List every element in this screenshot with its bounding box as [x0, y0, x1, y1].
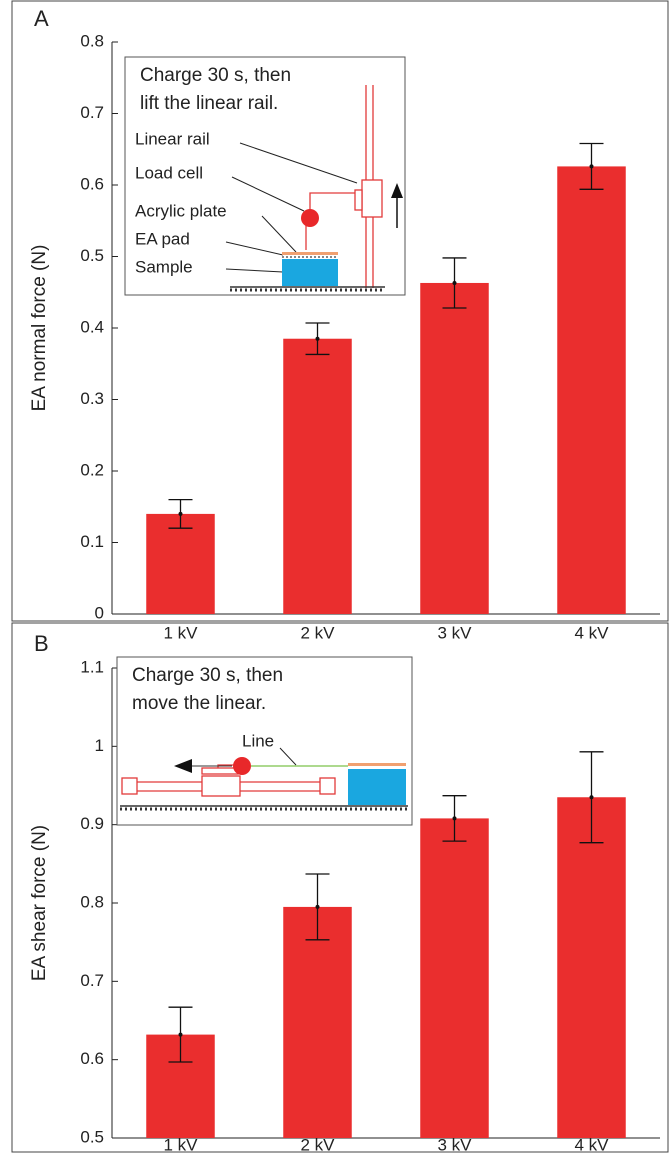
arrow-head: [391, 183, 403, 198]
x-tick-label: 2 kV: [300, 623, 335, 642]
y-tick-label: 0.5: [80, 1127, 104, 1146]
sample: [348, 769, 406, 805]
x-tick-label: 1 kV: [163, 1135, 198, 1153]
error-center: [315, 336, 320, 341]
load-cell: [233, 757, 251, 775]
error-center: [178, 511, 183, 516]
panel-label: B: [34, 631, 49, 656]
x-tick-label: 3 kV: [437, 623, 472, 642]
inset-frame: [124, 56, 406, 296]
x-tick-label: 2 kV: [300, 1135, 335, 1153]
y-tick-label: 0.8: [80, 892, 104, 911]
arrow-head: [174, 759, 192, 773]
y-tick-label: 0.7: [80, 971, 104, 990]
inset-label: Line: [242, 731, 274, 750]
y-tick-label: 0.5: [80, 246, 104, 265]
bar: [283, 338, 352, 614]
inset-text: Charge 30 s, then: [140, 65, 291, 86]
inset: Charge 30 s, then lift the linear rail. …: [124, 56, 406, 296]
bar: [420, 282, 489, 614]
leader-lines: [225, 142, 358, 273]
x-tick-label: 3 kV: [437, 1135, 472, 1153]
error-center: [589, 795, 594, 800]
x-tick-label: 4 kV: [574, 623, 609, 642]
plots: 0 0.1 0.2 0.3 0.4 0.5 0.6 0.7 0.8 1 kV 2 kV 3 kV 4 k…: [80, 31, 660, 1153]
y-axis-title: EA shear force (N): [29, 825, 50, 981]
bar: [146, 513, 215, 614]
inset-label: Sample: [135, 257, 193, 276]
bar: [283, 906, 352, 1138]
x-tick-label: 4 kV: [574, 1135, 609, 1153]
y-tick-label: 0.4: [80, 317, 104, 336]
bar: [557, 166, 626, 614]
sample: [282, 259, 338, 286]
panel-label: A: [34, 6, 49, 31]
y-axis-title: EA normal force (N): [29, 245, 50, 412]
y-tick-label: 0.6: [80, 1049, 104, 1068]
panel-frame: [11, 0, 669, 622]
error-center: [452, 280, 457, 285]
inset: Charge 30 s, then move the linear. Line: [116, 656, 413, 826]
panel-frame: [11, 622, 669, 1153]
bar: [557, 797, 626, 1138]
y-tick-label: 0.9: [80, 814, 104, 833]
y-tick-label: 0.6: [80, 174, 104, 193]
y-tick-label: 0: [95, 603, 104, 622]
ea-pad: [282, 252, 338, 255]
y-tick-label: 0.3: [80, 389, 104, 408]
y-tick-label: 1: [95, 736, 104, 755]
inset-label: Acrylic plate: [135, 201, 227, 220]
inset-text: lift the linear rail.: [140, 93, 278, 114]
bar: [420, 818, 489, 1138]
y-tick-label: 0.2: [80, 460, 104, 479]
error-center: [178, 1032, 183, 1037]
inset-label: Linear rail: [135, 129, 210, 148]
rail: [121, 764, 336, 797]
inset-label: EA pad: [135, 229, 190, 248]
leader-line: [279, 747, 297, 766]
y-tick-label: 0.1: [80, 532, 104, 551]
load-cell: [301, 209, 319, 227]
error-center: [315, 904, 320, 909]
x-tick-label: 1 kV: [163, 623, 198, 642]
inset-text: move the linear.: [132, 693, 266, 714]
y-tick-label: 1.1: [80, 657, 104, 676]
error-center: [589, 164, 594, 169]
y-tick-label: 0.8: [80, 31, 104, 50]
inset-text: Charge 30 s, then: [132, 665, 283, 686]
y-tick-label: 0.7: [80, 103, 104, 122]
error-center: [452, 816, 457, 821]
inset-label: Load cell: [135, 163, 203, 182]
ea-pad: [348, 763, 406, 766]
rail: [305, 85, 383, 288]
